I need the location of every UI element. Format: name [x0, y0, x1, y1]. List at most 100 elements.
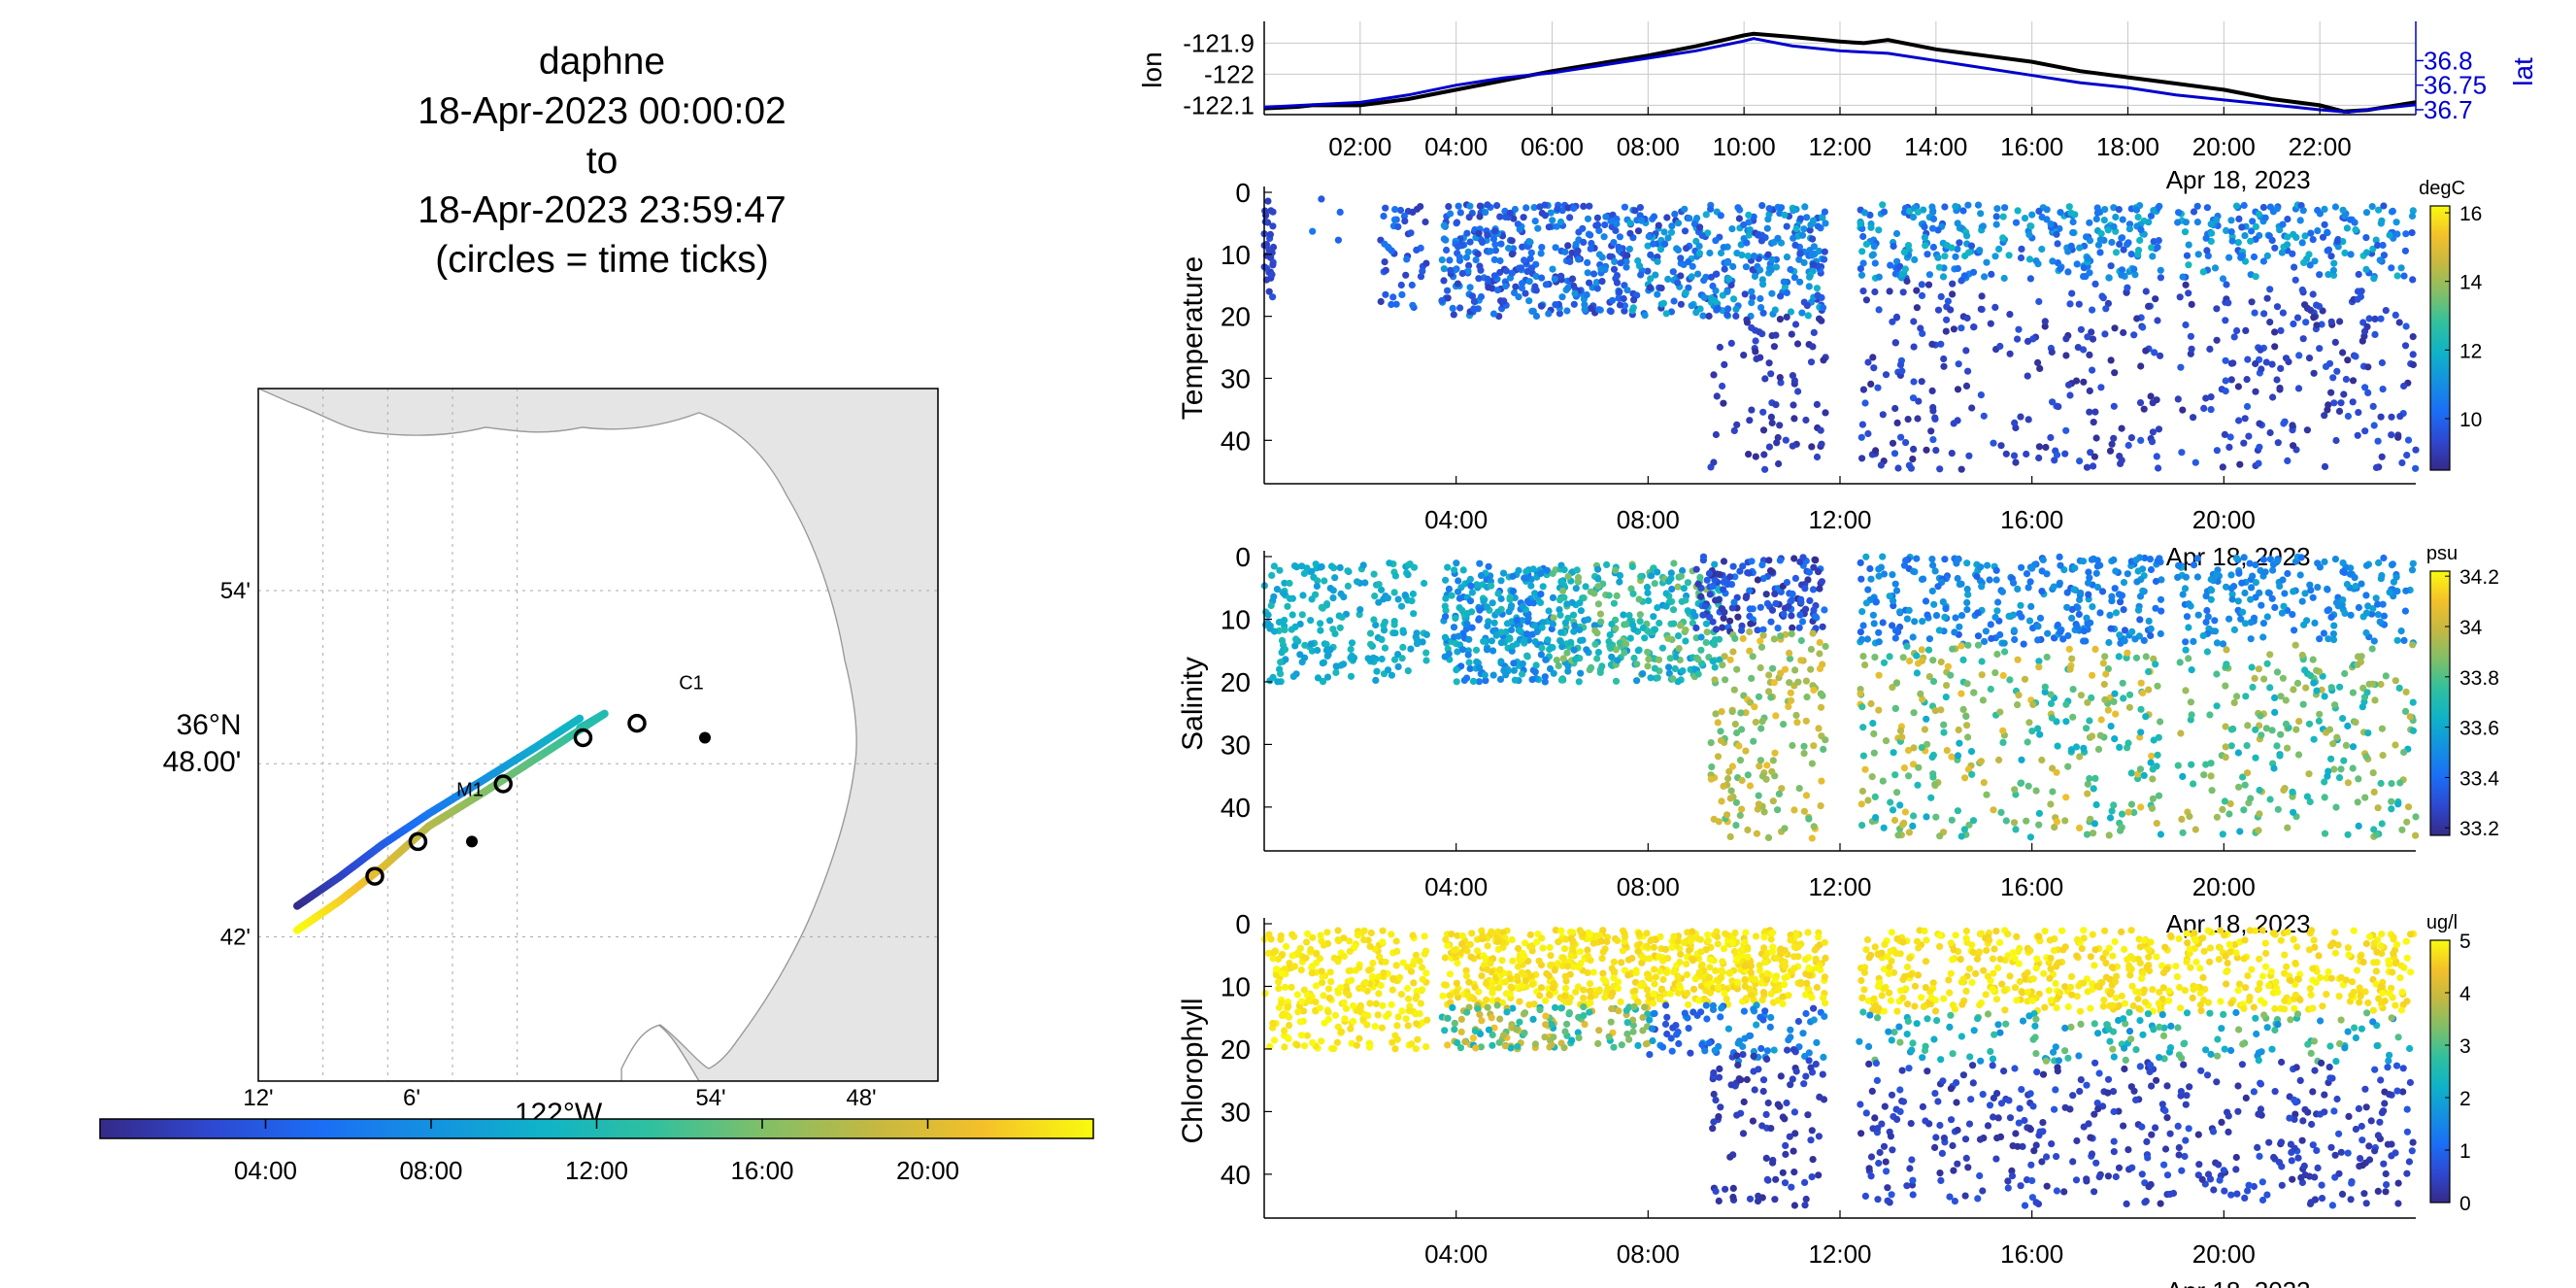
data-point [1714, 753, 1723, 761]
data-point [2043, 653, 2051, 661]
data-point [2409, 207, 2417, 215]
data-point [2265, 590, 2273, 597]
data-point [2174, 573, 2182, 582]
data-point [2111, 324, 2119, 332]
data-point [2133, 578, 2141, 586]
data-point [1275, 978, 1283, 986]
data-point [1948, 450, 1956, 458]
data-point [1790, 943, 1798, 951]
data-point [2268, 594, 2276, 602]
data-point [1918, 281, 1925, 288]
data-point [1894, 628, 1902, 636]
data-point [2035, 658, 2043, 665]
data-point [1573, 566, 1581, 574]
data-point [2177, 729, 2185, 737]
data-point [1789, 624, 1796, 632]
data-point [1382, 958, 1389, 966]
data-point [1777, 292, 1785, 300]
data-point [2306, 581, 2314, 589]
data-point [1419, 975, 1426, 983]
data-point [2202, 234, 2210, 242]
data-point [1463, 229, 1471, 237]
data-point [2238, 579, 2246, 587]
data-point [1303, 1032, 1311, 1039]
data-point [2343, 224, 2351, 232]
data-point [2130, 265, 2138, 273]
data-point [1409, 301, 1417, 309]
data-point [1577, 636, 1585, 645]
data-point [1391, 206, 1399, 214]
data-point [1992, 566, 2000, 574]
data-point [1575, 228, 1583, 236]
data-point [1490, 227, 1499, 235]
data-point [2363, 689, 2371, 696]
data-point [2219, 830, 2226, 838]
data-point [2139, 587, 2147, 594]
data-point [1728, 225, 1736, 233]
data-point [1586, 202, 1593, 210]
data-point [2252, 273, 2259, 281]
data-point [1756, 637, 1764, 645]
data-point [1901, 808, 1909, 816]
data-point [1719, 661, 1726, 669]
data-point [1584, 215, 1592, 222]
data-point [1605, 592, 1613, 599]
data-point [1320, 941, 1327, 949]
data-point [2059, 635, 2067, 643]
data-point [1862, 240, 1870, 248]
data-point [2252, 222, 2259, 230]
data-point [1730, 686, 1738, 694]
data-point [1944, 662, 1952, 670]
lon-lat-panel: 02:00 04:00 06:00 08:00 10:00 12:00 14:00 16:00… [1137, 21, 2538, 194]
data-point [1460, 676, 1468, 685]
data-point [2234, 383, 2242, 390]
data-point [1733, 665, 1741, 673]
data-point [1918, 646, 1925, 654]
data-point [2277, 730, 2285, 738]
data-point [1707, 956, 1715, 964]
map-colorbar-tick-label: 16:00 [730, 1156, 793, 1185]
data-point [1394, 595, 1402, 603]
data-point [1647, 674, 1655, 682]
data-point [1899, 288, 1907, 296]
data-point [2182, 646, 2190, 654]
data-point [1903, 615, 1911, 623]
data-point [2228, 591, 2236, 598]
data-point [1577, 669, 1585, 677]
data-point [1929, 436, 1937, 444]
data-point [1724, 258, 1732, 266]
data-point [1519, 617, 1526, 625]
data-point [2388, 780, 2395, 788]
data-point [2261, 214, 2269, 221]
data-point [1987, 320, 1994, 327]
data-point [1821, 248, 1828, 255]
data-point [2108, 807, 2116, 815]
data-point [1964, 591, 1972, 598]
map-lat-label-deg: 36°N [176, 709, 241, 741]
data-point [1409, 590, 1417, 598]
data-point [2355, 822, 2362, 830]
data-point [2179, 829, 2187, 836]
data-point [2188, 711, 2195, 719]
data-point [1292, 635, 1300, 643]
data-point [2352, 226, 2359, 234]
data-point [1742, 995, 1750, 1002]
data-point [1987, 621, 1994, 628]
data-point [2324, 229, 2331, 237]
data-point [1924, 251, 1931, 258]
data-point [2049, 257, 2057, 265]
data-point [1729, 648, 1737, 656]
data-point [1789, 590, 1796, 598]
y-tick-label: 0 [1235, 178, 1251, 208]
data-point [1692, 624, 1700, 632]
data-point [1593, 214, 1601, 221]
data-point [1665, 577, 1673, 586]
data-point [1657, 285, 1665, 292]
data-point [1818, 440, 1825, 448]
data-point [1983, 258, 1991, 266]
data-point [1757, 725, 1765, 732]
data-point [2371, 330, 2379, 338]
data-point [2207, 772, 2215, 780]
data-point [2284, 824, 2292, 831]
data-point [1970, 689, 1978, 696]
